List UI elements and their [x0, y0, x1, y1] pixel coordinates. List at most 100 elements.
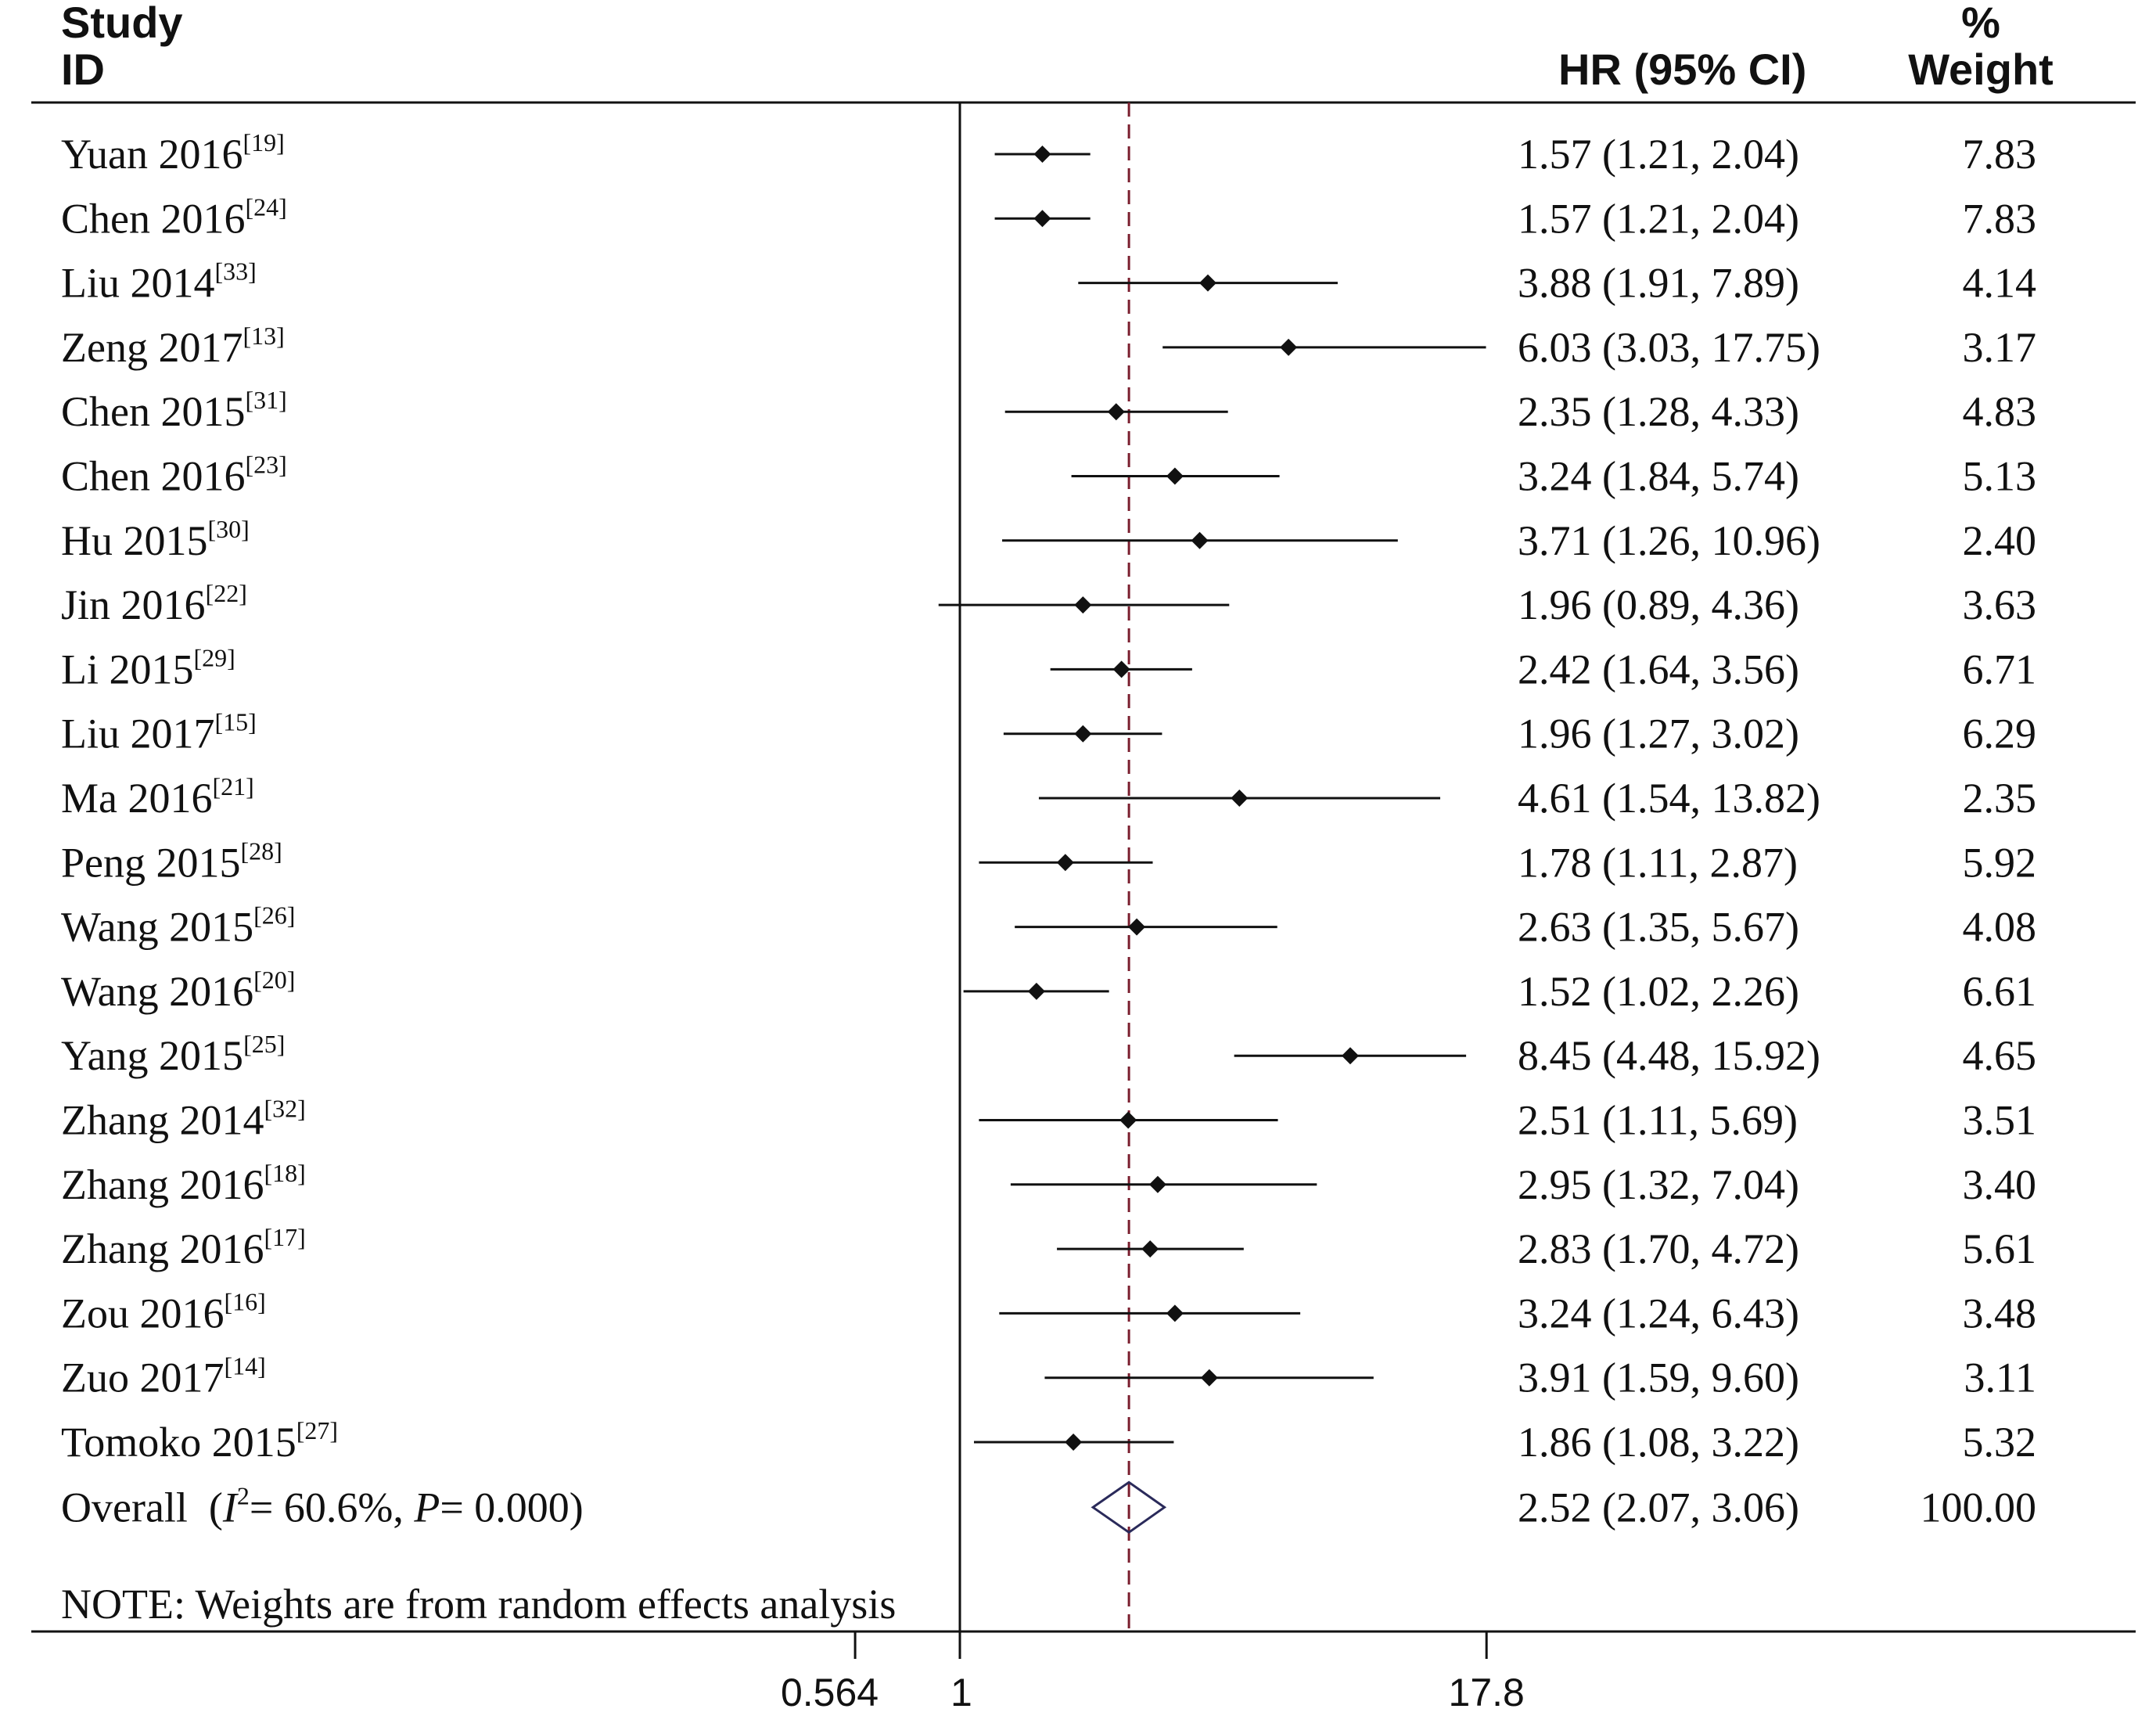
hr-marker [1056, 854, 1074, 872]
study-name: Chen 2015[31] [61, 386, 287, 435]
hr-marker [1074, 596, 1092, 614]
ci-text: 2.51 (1.11, 5.69) [1518, 1097, 1798, 1144]
study-name: Chen 2016[23] [61, 451, 287, 500]
study-name: Li 2015[29] [61, 643, 235, 693]
study-ref: [25] [243, 1030, 285, 1058]
hr-marker [1148, 1175, 1166, 1193]
overall-label-prefix: Overall [61, 1484, 188, 1531]
overall-p-value: = 0.000) [440, 1484, 583, 1531]
overall-diamond [1091, 1480, 1167, 1534]
study-ref: [18] [264, 1159, 305, 1187]
study-name: Yuan 2016[19] [61, 128, 285, 178]
study-name: Liu 2017[15] [61, 708, 257, 757]
ci-text: 1.78 (1.11, 2.87) [1518, 839, 1798, 886]
weight-text: 3.51 [1963, 1097, 2037, 1144]
weight-text: 5.13 [1963, 453, 2037, 500]
study-name: Zhang 2016[18] [61, 1159, 306, 1208]
header-percent: % [1961, 0, 2000, 47]
ci-text: 4.61 (1.54, 13.82) [1518, 775, 1820, 822]
weight-text: 3.63 [1963, 581, 2037, 628]
overall-i2-symbol: I [222, 1484, 239, 1531]
ci-text: 6.03 (3.03, 17.75) [1518, 324, 1820, 371]
ci-text: 2.42 (1.64, 3.56) [1518, 646, 1799, 693]
study-row: Chen 2016[23] 3.24 (1.84, 5.74) 5.13 [61, 451, 2036, 500]
ci-text: 1.96 (0.89, 4.36) [1518, 581, 1799, 628]
study-name-text: Chen 2015 [61, 388, 246, 435]
study-name-text: Li 2015 [61, 646, 194, 693]
study-name: Wang 2015[26] [61, 901, 295, 951]
weight-text: 3.40 [1963, 1161, 2037, 1208]
study-row: Yuan 2016[19] 1.57 (1.21, 2.04) 7.83 [61, 128, 2036, 178]
study-name-text: Wang 2015 [61, 904, 253, 951]
study-ref: [29] [194, 643, 235, 671]
study-row: Jin 2016[22] 1.96 (0.89, 4.36) 3.63 [61, 579, 2036, 628]
study-name: Ma 2016[21] [61, 772, 254, 822]
hr-marker [1231, 790, 1249, 807]
study-row: Wang 2016[20] 1.52 (1.02, 2.26) 6.61 [61, 966, 2036, 1015]
ci-text: 1.86 (1.08, 3.22) [1518, 1419, 1799, 1466]
ci-text: 1.57 (1.21, 2.04) [1518, 131, 1799, 178]
study-name-text: Chen 2016 [61, 195, 246, 242]
study-name-text: Liu 2017 [61, 711, 215, 757]
study-ref: [15] [215, 708, 257, 736]
study-name: Peng 2015[28] [61, 836, 282, 886]
ci-text: 2.35 (1.28, 4.33) [1518, 388, 1799, 435]
weight-text: 3.11 [1964, 1354, 2037, 1401]
ci-text: 2.63 (1.35, 5.67) [1518, 904, 1799, 951]
study-ref: [24] [246, 192, 287, 221]
hr-marker [1200, 1369, 1218, 1387]
weight-text: 4.14 [1963, 260, 2037, 307]
study-name: Jin 2016[22] [61, 579, 247, 628]
overall-paren: ( [188, 1484, 223, 1531]
study-ref: [16] [225, 1287, 266, 1315]
study-name-text: Zuo 2017 [61, 1354, 225, 1401]
study-name-text: Zeng 2017 [61, 324, 243, 371]
study-name: Yang 2015[25] [61, 1030, 285, 1079]
weight-text: 5.92 [1963, 839, 2037, 886]
study-name: Chen 2016[24] [61, 192, 287, 242]
study-ref: [26] [253, 901, 295, 930]
ci-text: 1.96 (1.27, 3.02) [1518, 711, 1799, 757]
study-name-text: Zhang 2016 [61, 1225, 264, 1272]
study-name-text: Wang 2016 [61, 968, 253, 1015]
study-ref: [27] [296, 1416, 338, 1444]
study-row: Yang 2015[25] 8.45 (4.48, 15.92) 4.65 [61, 1030, 2036, 1079]
study-name: Wang 2016[20] [61, 966, 295, 1015]
x-tick-label: 17.8 [1449, 1671, 1525, 1714]
weight-text: 3.48 [1963, 1290, 2037, 1336]
study-row: Wang 2015[26] 2.63 (1.35, 5.67) 4.08 [61, 901, 2036, 951]
overall-i2-value: = 60.6%, [250, 1484, 414, 1531]
overall-ci-text: 2.52 (2.07, 3.06) [1518, 1484, 1799, 1531]
study-ref: [32] [264, 1095, 305, 1123]
study-ref: [17] [264, 1223, 305, 1251]
study-ref: [30] [208, 515, 250, 543]
weight-text: 7.83 [1963, 195, 2037, 242]
study-name-text: Jin 2016 [61, 581, 206, 628]
study-row: Zou 2016[16] 3.24 (1.24, 6.43) 3.48 [61, 1287, 2036, 1336]
study-name-text: Liu 2014 [61, 260, 215, 307]
hr-marker [1128, 918, 1146, 936]
study-ref: [14] [225, 1352, 266, 1380]
weight-text: 2.35 [1963, 775, 2037, 822]
study-name-text: Tomoko 2015 [61, 1419, 296, 1466]
hr-marker [1199, 274, 1217, 292]
hr-marker [1141, 1240, 1159, 1258]
study-name-text: Yang 2015 [61, 1032, 243, 1079]
study-name: Zeng 2017[13] [61, 322, 285, 371]
ci-text: 3.24 (1.84, 5.74) [1518, 453, 1799, 500]
header-id: ID [61, 45, 105, 94]
study-ref: [23] [246, 451, 287, 479]
weight-text: 6.71 [1963, 646, 2037, 693]
ci-text: 2.95 (1.32, 7.04) [1518, 1161, 1799, 1208]
study-row: Ma 2016[21] 4.61 (1.54, 13.82) 2.35 [61, 772, 2036, 822]
study-name: Hu 2015[30] [61, 515, 250, 564]
ci-text: 1.52 (1.02, 2.26) [1518, 968, 1799, 1015]
weight-text: 3.17 [1963, 324, 2037, 371]
hr-marker [1166, 467, 1184, 485]
study-name: Liu 2014[33] [61, 257, 257, 307]
overall-p-symbol: P [413, 1484, 440, 1531]
x-axis: 0.564 1 17.8 [781, 1631, 1525, 1714]
study-ref: [19] [243, 128, 284, 156]
ci-text: 3.71 (1.26, 10.96) [1518, 517, 1820, 564]
